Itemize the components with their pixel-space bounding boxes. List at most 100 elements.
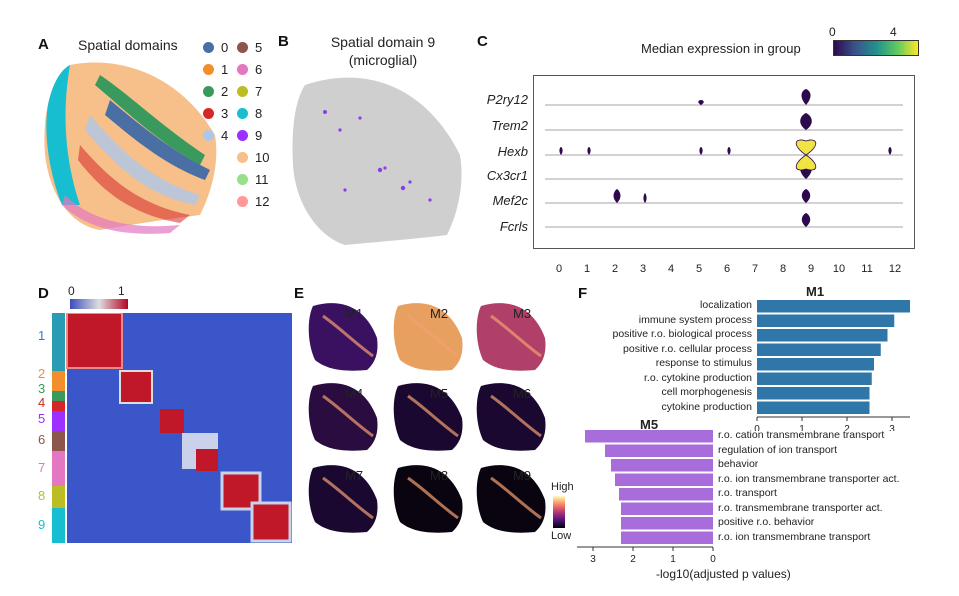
m5-term: r.o. ion transmembrane transport — [718, 530, 871, 543]
panel-e-colorbar — [553, 496, 565, 528]
m1-bar — [757, 387, 870, 400]
m5-bar — [621, 531, 713, 544]
x-tick: 11 — [861, 263, 873, 275]
module-map — [476, 303, 546, 371]
legend-label: 3 — [221, 106, 229, 121]
m1-x-tick: 2 — [844, 424, 850, 431]
panel-a-spatial-map — [44, 62, 217, 234]
m1-term: cell morphogenesis — [661, 386, 752, 398]
legend-item: 9 — [237, 128, 262, 143]
legend-item: 3 — [203, 106, 228, 121]
legend-swatch — [203, 64, 214, 75]
row-label: 7 — [38, 460, 46, 475]
m5-bar — [611, 459, 713, 472]
m1-term: positive r.o. biological process — [612, 328, 753, 340]
panel-b-spatial-map — [292, 77, 462, 245]
m5-title: M5 — [640, 417, 659, 432]
m5-bar — [605, 444, 713, 457]
m5-term: r.o. ion transmembrane transporter act. — [718, 472, 900, 485]
legend-label: 8 — [255, 106, 263, 121]
legend-item: 8 — [237, 106, 262, 121]
legend-swatch — [203, 42, 214, 53]
m5-bar — [585, 430, 713, 443]
x-tick: 2 — [611, 263, 619, 275]
panel-c-violins — [545, 89, 903, 228]
row-label: 3 — [38, 381, 46, 396]
x-tick: 10 — [832, 263, 846, 275]
panel-d-heatmap — [52, 313, 292, 543]
panel-b-title-line2: (microglial) — [348, 52, 418, 68]
m1-term: localization — [700, 299, 752, 311]
m1-term: positive r.o. cellular process — [623, 342, 752, 355]
row-label: 5 — [38, 411, 46, 426]
m1-bar-chart: 0 1 2 3 — [754, 300, 910, 431]
m5-term: r.o. transport — [718, 487, 777, 499]
m1-bar — [757, 358, 874, 371]
panel-b-title-line1: Spatial domain 9 — [330, 34, 436, 50]
gene-label: Mef2c — [492, 193, 528, 208]
gene-label: Fcrls — [499, 219, 528, 234]
m1-bar — [757, 372, 872, 385]
m1-term: r.o. cytokine production — [644, 371, 752, 384]
module-label: M7 — [345, 468, 364, 483]
module-map — [476, 465, 546, 533]
row-label: 2 — [38, 366, 46, 381]
panel-f-label: F — [578, 285, 588, 302]
m1-title: M1 — [806, 284, 825, 299]
legend-label: 7 — [255, 84, 263, 99]
panel-e-colorbar-high: High — [551, 481, 574, 493]
legend-swatch — [237, 152, 248, 163]
m1-bar — [757, 314, 895, 327]
legend-swatch — [237, 174, 248, 185]
module-map — [476, 383, 546, 451]
panel-d-colorbar-max: 1 — [118, 284, 125, 298]
module-map — [308, 465, 378, 533]
legend-label: 11 — [255, 172, 269, 187]
module-label: M8 — [430, 468, 449, 483]
module-label: M4 — [345, 386, 364, 401]
legend-swatch — [203, 86, 214, 97]
panel-a-label: A — [38, 36, 49, 53]
legend-swatch — [237, 196, 248, 207]
m5-term: behavior — [718, 458, 759, 470]
m5-x-tick: 2 — [630, 554, 636, 565]
x-tick: 3 — [639, 263, 647, 275]
row-label: 9 — [38, 517, 46, 532]
legend-swatch — [237, 108, 248, 119]
module-label: M5 — [430, 386, 449, 401]
module-map — [393, 383, 463, 451]
legend-label: 4 — [221, 128, 229, 143]
legend-label: 12 — [255, 194, 270, 209]
m5-bar-chart: 3 2 1 0 — [577, 430, 716, 565]
row-label: 6 — [38, 432, 46, 447]
legend-item: 4 — [203, 128, 228, 143]
legend-item: 12 — [237, 194, 269, 209]
m5-bar — [621, 517, 713, 530]
gene-label: Hexb — [497, 144, 528, 159]
m5-bar — [619, 488, 713, 501]
m1-bar — [757, 401, 870, 414]
x-tick: 0 — [555, 263, 563, 275]
legend-swatch — [237, 86, 248, 97]
m5-x-tick: 3 — [590, 554, 596, 565]
legend-swatch — [237, 130, 248, 141]
legend-item: 0 — [203, 40, 228, 55]
m1-bar — [757, 343, 881, 356]
m5-term: r.o. transmembrane transporter act. — [718, 501, 883, 514]
legend-item: 5 — [237, 40, 262, 55]
row-label: 4 — [38, 395, 46, 410]
x-tick: 6 — [723, 263, 731, 275]
legend-label: 1 — [221, 62, 229, 77]
panel-b-title: Spatial domain 9 (microglial) — [318, 33, 448, 69]
module-label: M6 — [513, 386, 532, 401]
legend-swatch — [237, 42, 248, 53]
panel-d-label: D — [38, 285, 49, 302]
x-tick: 7 — [751, 263, 759, 275]
legend-item: 2 — [203, 84, 228, 99]
legend-swatch — [203, 108, 214, 119]
m5-term: positive r.o. behavior — [718, 516, 815, 528]
gene-label: P2ry12 — [486, 92, 528, 107]
m1-x-tick: 0 — [754, 424, 760, 431]
m5-x-tick: 1 — [670, 554, 676, 565]
x-tick: 12 — [888, 263, 902, 275]
